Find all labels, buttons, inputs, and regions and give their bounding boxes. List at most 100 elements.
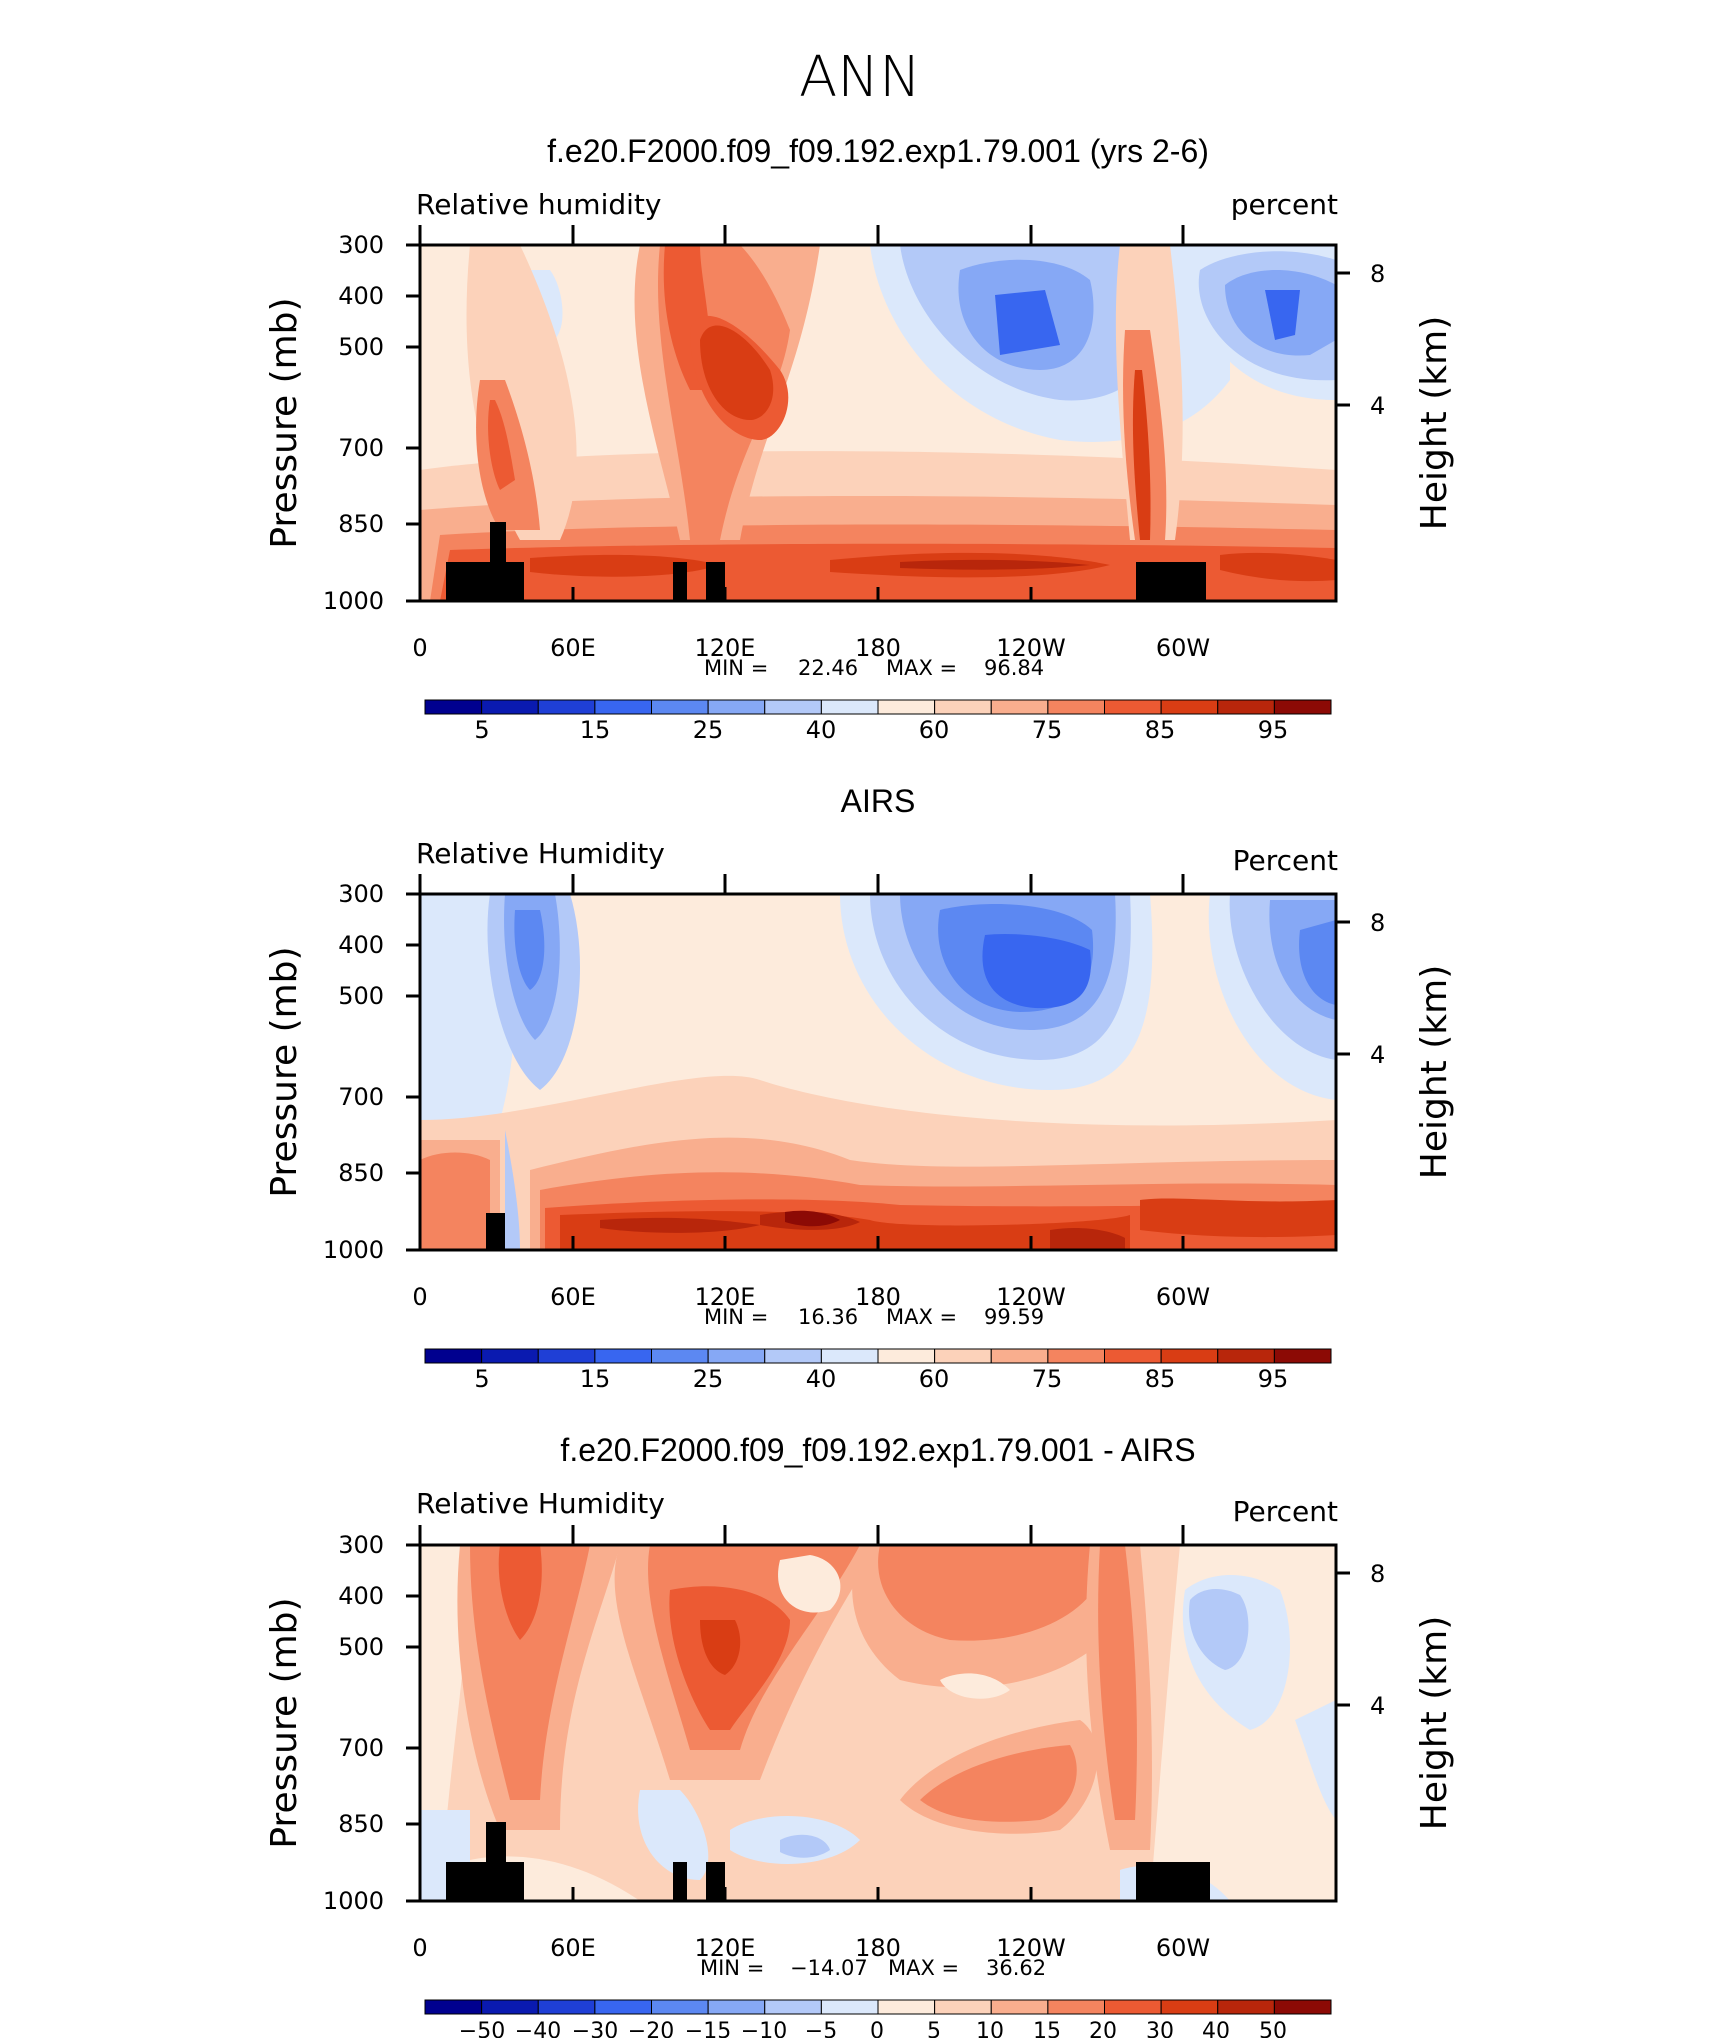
colorbar-swatch [594,1348,653,1364]
colorbar-swatch [820,699,879,715]
min-value: 22.46 [798,656,858,680]
colorbar-swatch [1273,1999,1332,2015]
colorbar-swatch [594,1999,653,2015]
colorbar-swatch [990,699,1049,715]
colorbar-swatch [651,1348,709,1364]
panel-title: f.e20.F2000.f09_f09.192.exp1.79.001 - AI… [560,1432,1195,1468]
colorbar-swatch [1217,1999,1275,2015]
height-tick-label: 8 [1370,260,1385,288]
y-tick-label: 300 [338,231,384,259]
colorbar [424,1999,1332,2015]
y-tick-label: 700 [338,434,384,462]
colorbar-swatch [1217,699,1275,715]
colorbar-swatch [481,1999,539,2015]
colorbar-label: 75 [1032,716,1063,744]
colorbar-swatch [1104,1348,1162,1364]
colorbar-swatch [707,699,766,715]
colorbar-swatch [651,1999,709,2015]
max-label: MAX = [886,1305,957,1329]
height-tick-label: 4 [1370,392,1385,420]
colorbar-swatch [1047,699,1106,715]
x-tick-marks [406,874,1350,1252]
height-tick-labels: 8 4 [1370,1560,1385,1720]
colorbar-swatch [424,1999,483,2015]
colorbar-label: 85 [1145,1365,1176,1393]
colorbar-label: −20 [628,2019,674,2038]
x-tick-label: 60E [550,1934,596,1962]
x-tick-labels: 0 60E 120E 180 120W 60W [412,1283,1210,1311]
panel-title: AIRS [841,783,916,819]
y-tick-labels: 300 400 500 700 850 1000 [323,231,384,615]
max-value: 99.59 [984,1305,1044,1329]
x-tick-label: 0 [412,634,427,662]
colorbar-swatch [1047,1999,1106,2015]
y-tick-label: 500 [338,1633,384,1661]
colorbar-swatch [1047,1348,1106,1364]
colorbar-label: −10 [741,2019,787,2038]
colorbar-swatch [424,699,483,715]
colorbar-swatch [764,699,822,715]
colorbar-swatch [764,1999,822,2015]
y-tick-label: 1000 [323,1887,384,1915]
colorbar-label: 40 [806,1365,837,1393]
min-value: −14.07 [790,1956,868,1980]
panel-difference: f.e20.F2000.f09_f09.192.exp1.79.001 - AI… [264,1432,1455,2038]
colorbar-label: 10 [976,2019,1004,2038]
colorbar-swatch [537,1348,596,1364]
min-max-readout: MIN = −14.07 MAX = 36.62 [700,1956,1046,1980]
colorbar-label: −50 [459,2019,505,2038]
y-tick-label: 850 [338,510,384,538]
max-label: MAX = [888,1956,959,1980]
y-axis-title: Pressure (mb) [264,1597,305,1848]
max-label: MAX = [886,656,957,680]
y-tick-labels: 300 400 500 700 850 1000 [323,880,384,1264]
colorbar-label: 50 [1259,2019,1287,2038]
colorbar-swatch [820,1999,879,2015]
x-tick-label: 60E [550,634,596,662]
colorbar-swatch [594,699,653,715]
colorbar-swatch [1160,1999,1219,2015]
units-label: Percent [1233,844,1338,877]
colorbar-swatch [1160,1348,1219,1364]
field-label: Relative Humidity [416,837,665,870]
colorbar-label: 15 [580,1365,611,1393]
y-axis-title-right: Height (km) [1414,965,1455,1179]
panel-observation: AIRS Relative Humidity Percent [264,783,1455,1393]
colorbar-label: 30 [1146,2019,1174,2038]
x-tick-label: 60W [1156,1283,1210,1311]
y-tick-label: 1000 [323,1236,384,1264]
min-label: MIN = [700,1956,764,1980]
x-tick-label: 120E [695,1283,756,1311]
panel-title: f.e20.F2000.f09_f09.192.exp1.79.001 (yrs… [547,133,1209,169]
max-value: 36.62 [986,1956,1046,1980]
colorbar-label: 40 [806,716,837,744]
x-tick-label: 120W [996,634,1066,662]
colorbar-label: 60 [919,1365,950,1393]
x-tick-labels: 0 60E 120E 180 120W 60W [412,634,1210,662]
y-tick-label: 850 [338,1810,384,1838]
contour-field [420,894,1336,1250]
y-tick-label: 500 [338,333,384,361]
height-tick-label: 4 [1370,1041,1385,1069]
colorbar-labels: 5 15 25 40 60 75 85 95 [474,716,1288,744]
colorbar-label: 25 [693,1365,724,1393]
y-tick-label: 400 [338,1582,384,1610]
y-tick-label: 1000 [323,587,384,615]
y-tick-label: 700 [338,1734,384,1762]
colorbar-label: −40 [515,2019,561,2038]
colorbar-label: −5 [805,2019,837,2038]
colorbar-swatch [537,1999,596,2015]
colorbar-label: 25 [693,716,724,744]
colorbar-label: 75 [1032,1365,1063,1393]
height-tick-labels: 8 4 [1370,909,1385,1069]
y-tick-label: 500 [338,982,384,1010]
colorbar-label: 5 [474,716,489,744]
colorbar-swatch [537,699,596,715]
colorbar-swatch [1273,699,1332,715]
x-tick-label: 120E [695,634,756,662]
colorbar-label: 85 [1145,716,1176,744]
colorbar-swatch [1104,1999,1162,2015]
colorbar-label: 60 [919,716,950,744]
colorbar-swatch [424,1348,483,1364]
colorbar-swatch [934,699,992,715]
